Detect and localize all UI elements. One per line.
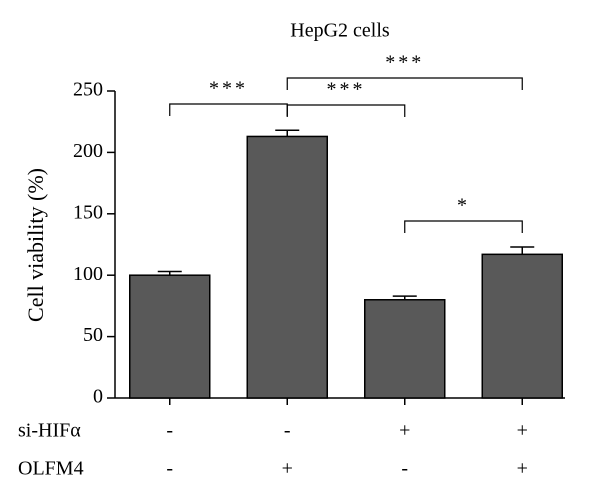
y-tick-label: 50	[83, 324, 103, 346]
bar	[364, 299, 446, 399]
significance-label: *	[457, 195, 470, 217]
error-bar	[510, 246, 535, 255]
significance-bracket	[286, 77, 523, 90]
condition-value: -	[401, 458, 408, 480]
significance-bracket	[286, 104, 406, 117]
condition-value: +	[399, 420, 410, 442]
bar	[481, 253, 563, 399]
condition-label: OLFM4	[18, 458, 84, 480]
bar	[129, 274, 211, 399]
condition-value: -	[166, 420, 173, 442]
condition-value: -	[284, 420, 291, 442]
bar	[246, 135, 328, 399]
y-tick-label: 150	[73, 201, 103, 223]
significance-label: ***	[385, 52, 424, 74]
y-tick-label: 100	[73, 263, 103, 285]
significance-bracket	[169, 103, 288, 116]
condition-value: +	[517, 420, 528, 442]
y-tick-label: 0	[93, 386, 103, 408]
condition-value: +	[282, 458, 293, 480]
y-tick-label: 200	[73, 140, 103, 162]
significance-bracket	[404, 220, 523, 233]
significance-label: ***	[209, 78, 248, 100]
condition-value: -	[166, 458, 173, 480]
error-bar	[157, 270, 182, 276]
error-bar	[392, 295, 417, 300]
y-tick-label: 250	[73, 79, 103, 101]
condition-label: si-HIFα	[18, 420, 81, 442]
significance-label: ***	[327, 79, 366, 101]
chart-title: HepG2 cells	[290, 20, 390, 42]
error-bar	[275, 129, 300, 137]
condition-value: +	[517, 458, 528, 480]
y-axis-label: Cell viability (%)	[23, 168, 48, 322]
